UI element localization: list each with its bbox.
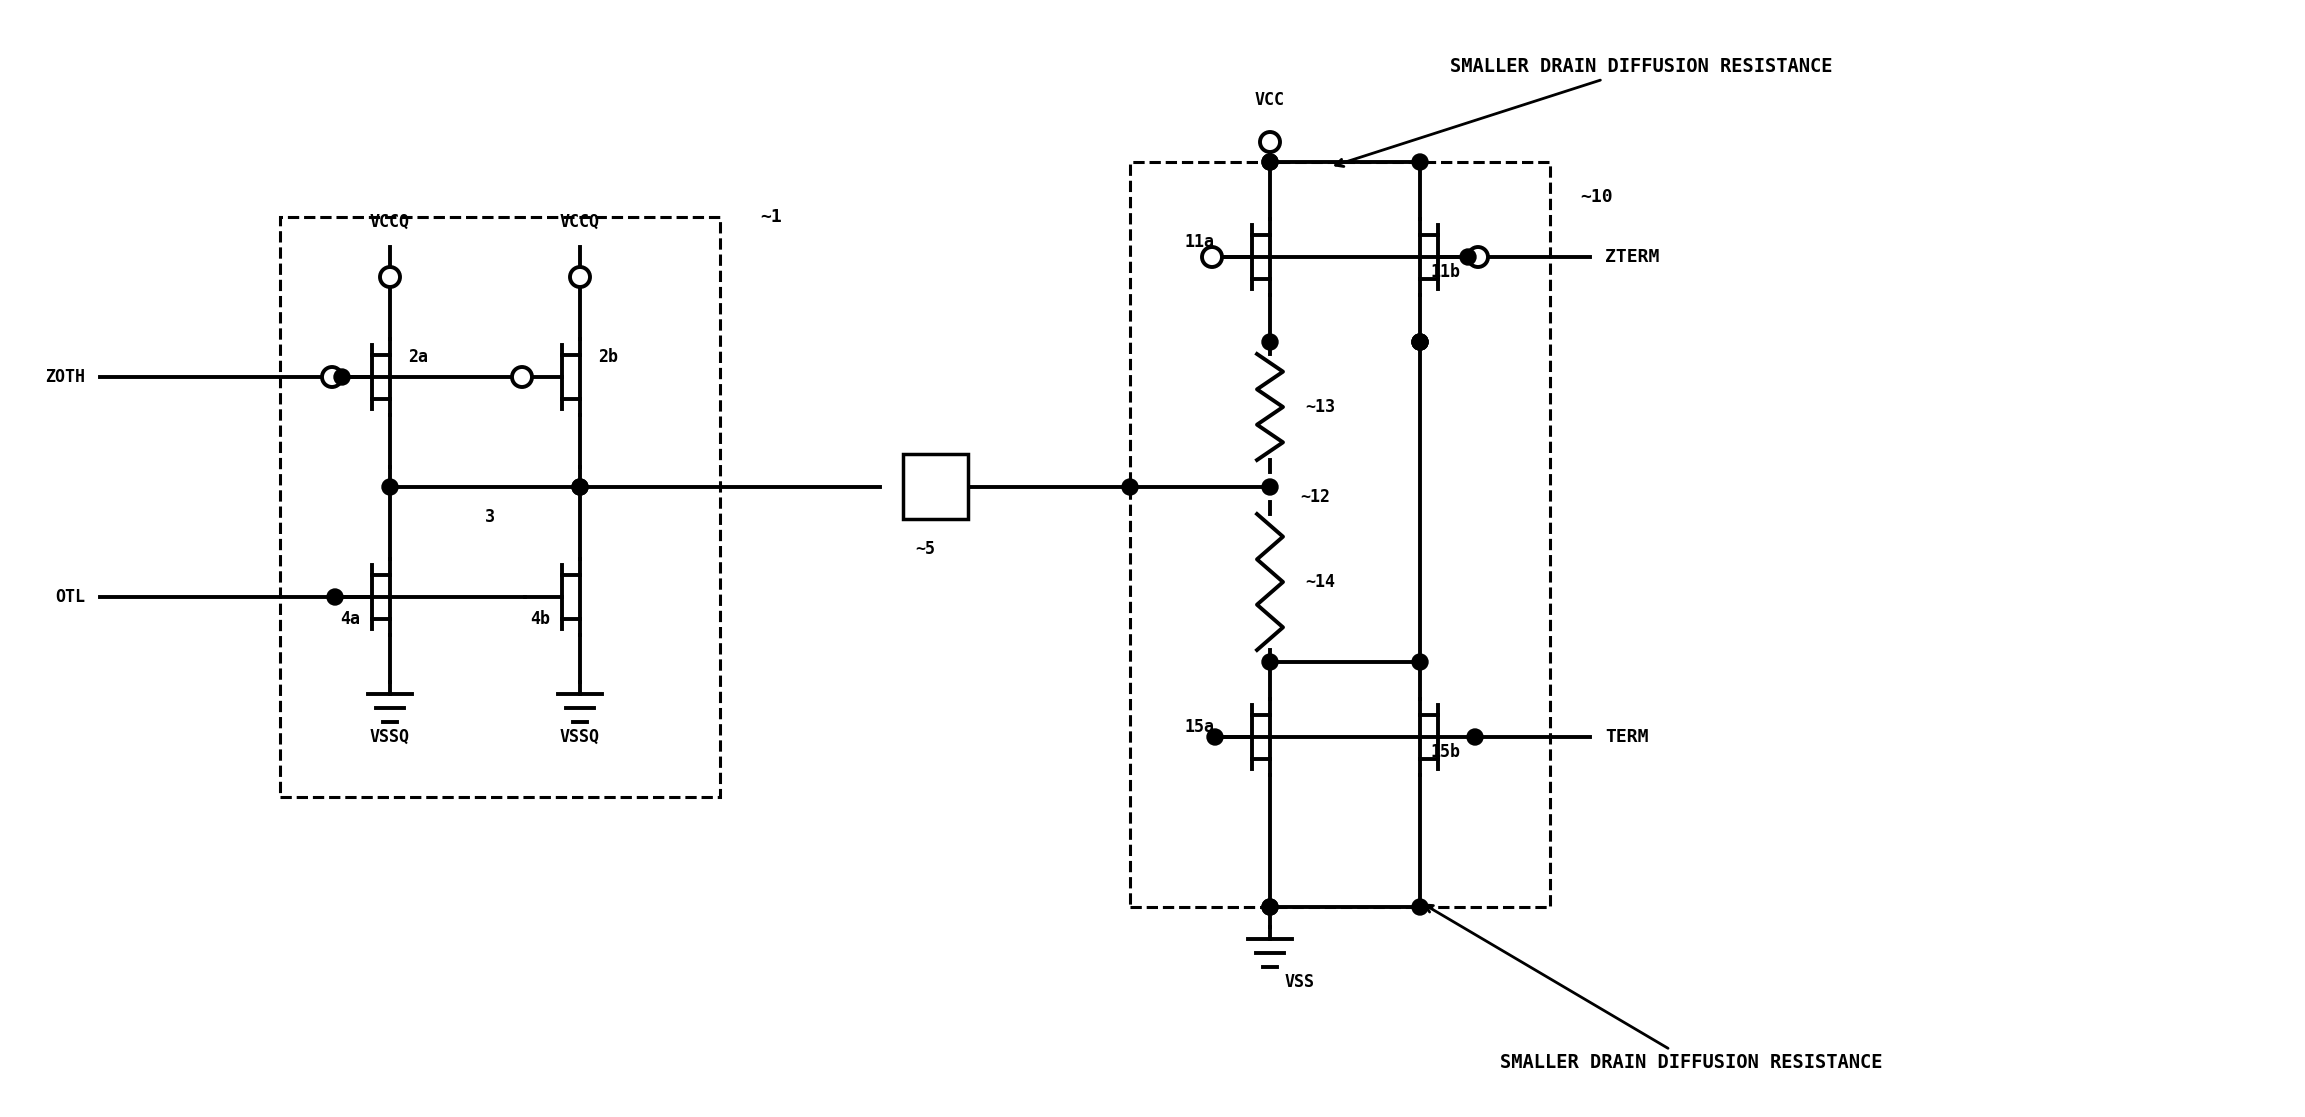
Circle shape bbox=[1263, 899, 1277, 915]
Circle shape bbox=[1123, 479, 1139, 495]
Circle shape bbox=[572, 479, 588, 495]
Circle shape bbox=[1263, 154, 1277, 170]
Circle shape bbox=[1208, 729, 1224, 745]
Text: ∼10: ∼10 bbox=[1579, 188, 1614, 206]
Text: VCCQ: VCCQ bbox=[560, 213, 599, 231]
Circle shape bbox=[1413, 653, 1429, 670]
Bar bbox=[1129, 162, 1549, 907]
Circle shape bbox=[572, 479, 588, 495]
Bar bbox=[279, 217, 719, 798]
Text: OTL: OTL bbox=[55, 588, 85, 607]
Circle shape bbox=[1263, 899, 1277, 915]
Text: 11a: 11a bbox=[1185, 233, 1215, 251]
Circle shape bbox=[1263, 154, 1277, 170]
Text: VCCQ: VCCQ bbox=[371, 213, 410, 231]
Circle shape bbox=[323, 367, 341, 386]
Text: 3: 3 bbox=[484, 508, 496, 526]
Text: 2b: 2b bbox=[597, 349, 618, 366]
Text: 2a: 2a bbox=[408, 349, 429, 366]
Text: ∼12: ∼12 bbox=[1300, 488, 1330, 506]
Circle shape bbox=[1413, 334, 1429, 350]
Bar bbox=[904, 455, 968, 519]
Text: VSSQ: VSSQ bbox=[371, 728, 410, 746]
Text: 11b: 11b bbox=[1429, 262, 1459, 281]
Circle shape bbox=[1263, 334, 1277, 350]
Text: ZTERM: ZTERM bbox=[1604, 248, 1660, 266]
Circle shape bbox=[1263, 479, 1277, 495]
Circle shape bbox=[383, 479, 399, 495]
Circle shape bbox=[380, 267, 401, 287]
Circle shape bbox=[569, 267, 590, 287]
Text: 4a: 4a bbox=[341, 610, 360, 628]
Text: VCC: VCC bbox=[1254, 90, 1284, 109]
Text: ∼13: ∼13 bbox=[1305, 398, 1335, 416]
Circle shape bbox=[1413, 334, 1429, 350]
Text: 4b: 4b bbox=[530, 610, 551, 628]
Circle shape bbox=[1413, 334, 1429, 350]
Circle shape bbox=[1459, 249, 1475, 265]
Text: ZOTH: ZOTH bbox=[46, 367, 85, 386]
Circle shape bbox=[1201, 247, 1222, 267]
Text: 15b: 15b bbox=[1429, 743, 1459, 761]
Text: ∼1: ∼1 bbox=[761, 208, 781, 226]
Text: SMALLER DRAIN DIFFUSION RESISTANCE: SMALLER DRAIN DIFFUSION RESISTANCE bbox=[1335, 57, 1832, 166]
Circle shape bbox=[512, 367, 532, 386]
Circle shape bbox=[1468, 247, 1489, 267]
Circle shape bbox=[1466, 729, 1482, 745]
Circle shape bbox=[1261, 132, 1279, 152]
Text: VSSQ: VSSQ bbox=[560, 728, 599, 746]
Circle shape bbox=[1413, 154, 1429, 170]
Circle shape bbox=[334, 369, 350, 385]
Text: TERM: TERM bbox=[1604, 728, 1648, 746]
Text: 15a: 15a bbox=[1185, 718, 1215, 736]
Text: ∼14: ∼14 bbox=[1305, 573, 1335, 591]
Text: VSS: VSS bbox=[1284, 973, 1314, 991]
Circle shape bbox=[1413, 899, 1429, 915]
Text: SMALLER DRAIN DIFFUSION RESISTANCE: SMALLER DRAIN DIFFUSION RESISTANCE bbox=[1424, 905, 1883, 1071]
Circle shape bbox=[327, 589, 343, 605]
Circle shape bbox=[1263, 653, 1277, 670]
Text: ∼5: ∼5 bbox=[915, 541, 936, 558]
